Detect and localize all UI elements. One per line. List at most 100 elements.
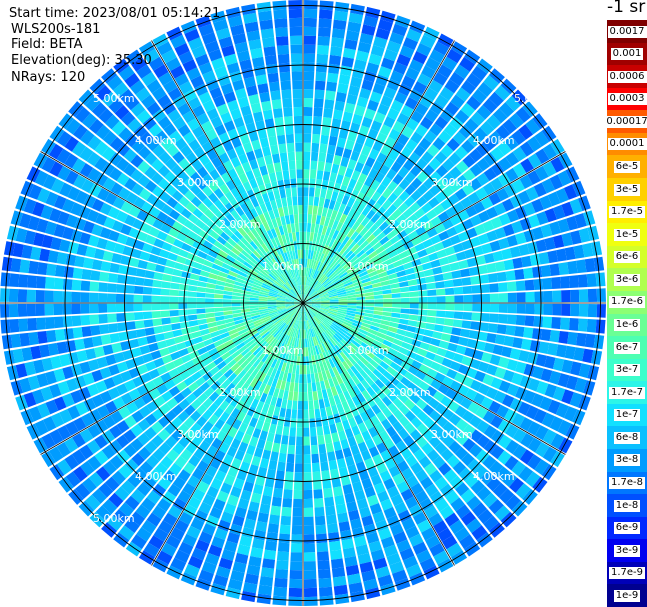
ray-gate: [296, 418, 303, 428]
ray-gate: [443, 318, 454, 327]
ray-gate: [308, 391, 313, 401]
ray-gate: [267, 295, 277, 299]
ray-gate: [107, 387, 120, 400]
ray-gate: [178, 51, 194, 65]
ray-gate: [303, 231, 307, 241]
ray-gate: [242, 317, 253, 323]
ray-gate: [56, 252, 68, 265]
ray-gate: [213, 188, 224, 199]
ray-gate: [245, 385, 254, 396]
ray-gate: [532, 366, 544, 380]
ray-gate: [306, 311, 311, 320]
ray-gate: [235, 256, 246, 264]
ray-gate: [247, 327, 257, 334]
ray-gate: [314, 326, 320, 336]
ray-gate: [288, 279, 294, 288]
ray-gate: [202, 173, 214, 185]
ray-gate: [271, 285, 280, 291]
ray-gate: [213, 356, 224, 366]
ray-gate: [286, 281, 293, 290]
ray-gate: [177, 423, 190, 435]
ray-gate: [56, 341, 68, 354]
ray-gate: [218, 249, 229, 259]
ray-gate: [303, 543, 316, 553]
ray-gate: [523, 267, 534, 279]
ray-gate: [303, 160, 310, 170]
ray-gate: [37, 262, 48, 275]
ray-gate: [297, 249, 301, 259]
ray-gate: [493, 202, 507, 216]
ray-gate: [365, 407, 376, 419]
ray-gate: [394, 577, 411, 591]
colorbar-cell: 1.7e-8: [607, 471, 647, 495]
ray-gate: [303, 454, 311, 464]
ray-gate: [278, 207, 285, 217]
ray-gate: [259, 291, 269, 296]
ray-gate: [328, 292, 338, 296]
ray-gate: [387, 273, 398, 280]
ray-gate: [336, 267, 345, 275]
ray-gate: [412, 51, 428, 65]
ray-gate: [249, 207, 259, 218]
ray-gate: [570, 230, 582, 245]
ray-gate: [459, 534, 475, 550]
ray-gate: [310, 223, 316, 233]
ray-gate: [294, 347, 299, 357]
ray-gate: [273, 9, 287, 20]
ray-gate: [316, 314, 324, 321]
ray-gate: [258, 382, 267, 393]
ray-gate: [240, 237, 250, 247]
ray-gate: [289, 290, 297, 297]
ray-gate: [62, 226, 74, 240]
ray-gate: [308, 400, 314, 410]
ray-gate: [315, 283, 322, 291]
ray-gate: [213, 95, 226, 108]
ray-gate: [498, 434, 512, 449]
ray-gate: [294, 303, 303, 304]
ray-gate: [179, 370, 191, 381]
ray-gate: [289, 214, 295, 224]
ray-gate: [516, 303, 526, 314]
ray-gate: [306, 240, 310, 250]
ray-gate: [303, 472, 312, 482]
ray-gate: [354, 433, 365, 445]
ray-gate: [195, 219, 206, 230]
ray-gate: [252, 167, 262, 178]
ray-gate: [303, 53, 316, 63]
ray-gate: [128, 205, 141, 218]
ray-gate: [142, 116, 157, 131]
ray-gate: [259, 362, 268, 373]
ray-gate: [434, 116, 449, 130]
ray-gate: [328, 378, 335, 388]
ray-gate: [213, 339, 224, 348]
ray-gate: [416, 42, 432, 57]
ray-gate: [320, 300, 330, 302]
ray-gate: [286, 306, 295, 311]
ray-gate: [472, 303, 482, 312]
ray-gate: [260, 289, 270, 294]
ray-gate: [350, 150, 360, 162]
ray-gate: [247, 231, 256, 241]
ray-gate: [277, 542, 290, 553]
ray-gate: [295, 267, 299, 277]
start-time-label: Start time: 2023/08/01 05:14:21: [9, 6, 221, 21]
ray-gate: [410, 110, 424, 124]
ray-gate: [231, 299, 241, 303]
ray-gate: [361, 195, 371, 206]
ray-gate: [225, 415, 236, 427]
ray-gate: [172, 268, 183, 277]
ray-gate: [449, 426, 462, 440]
ray-gate: [285, 261, 291, 271]
ray-gate: [256, 338, 266, 347]
ray-gate: [282, 314, 290, 321]
ray-gate: [62, 278, 73, 290]
ray-gate: [62, 198, 75, 213]
ray-gate: [509, 113, 524, 129]
ray-gate: [293, 98, 303, 108]
ray-gate: [527, 437, 542, 453]
ray-gate: [521, 255, 532, 268]
ray-gate: [303, 213, 308, 223]
ray-gate: [207, 321, 217, 328]
ray-gate: [404, 371, 415, 382]
ray-gate: [294, 382, 299, 392]
